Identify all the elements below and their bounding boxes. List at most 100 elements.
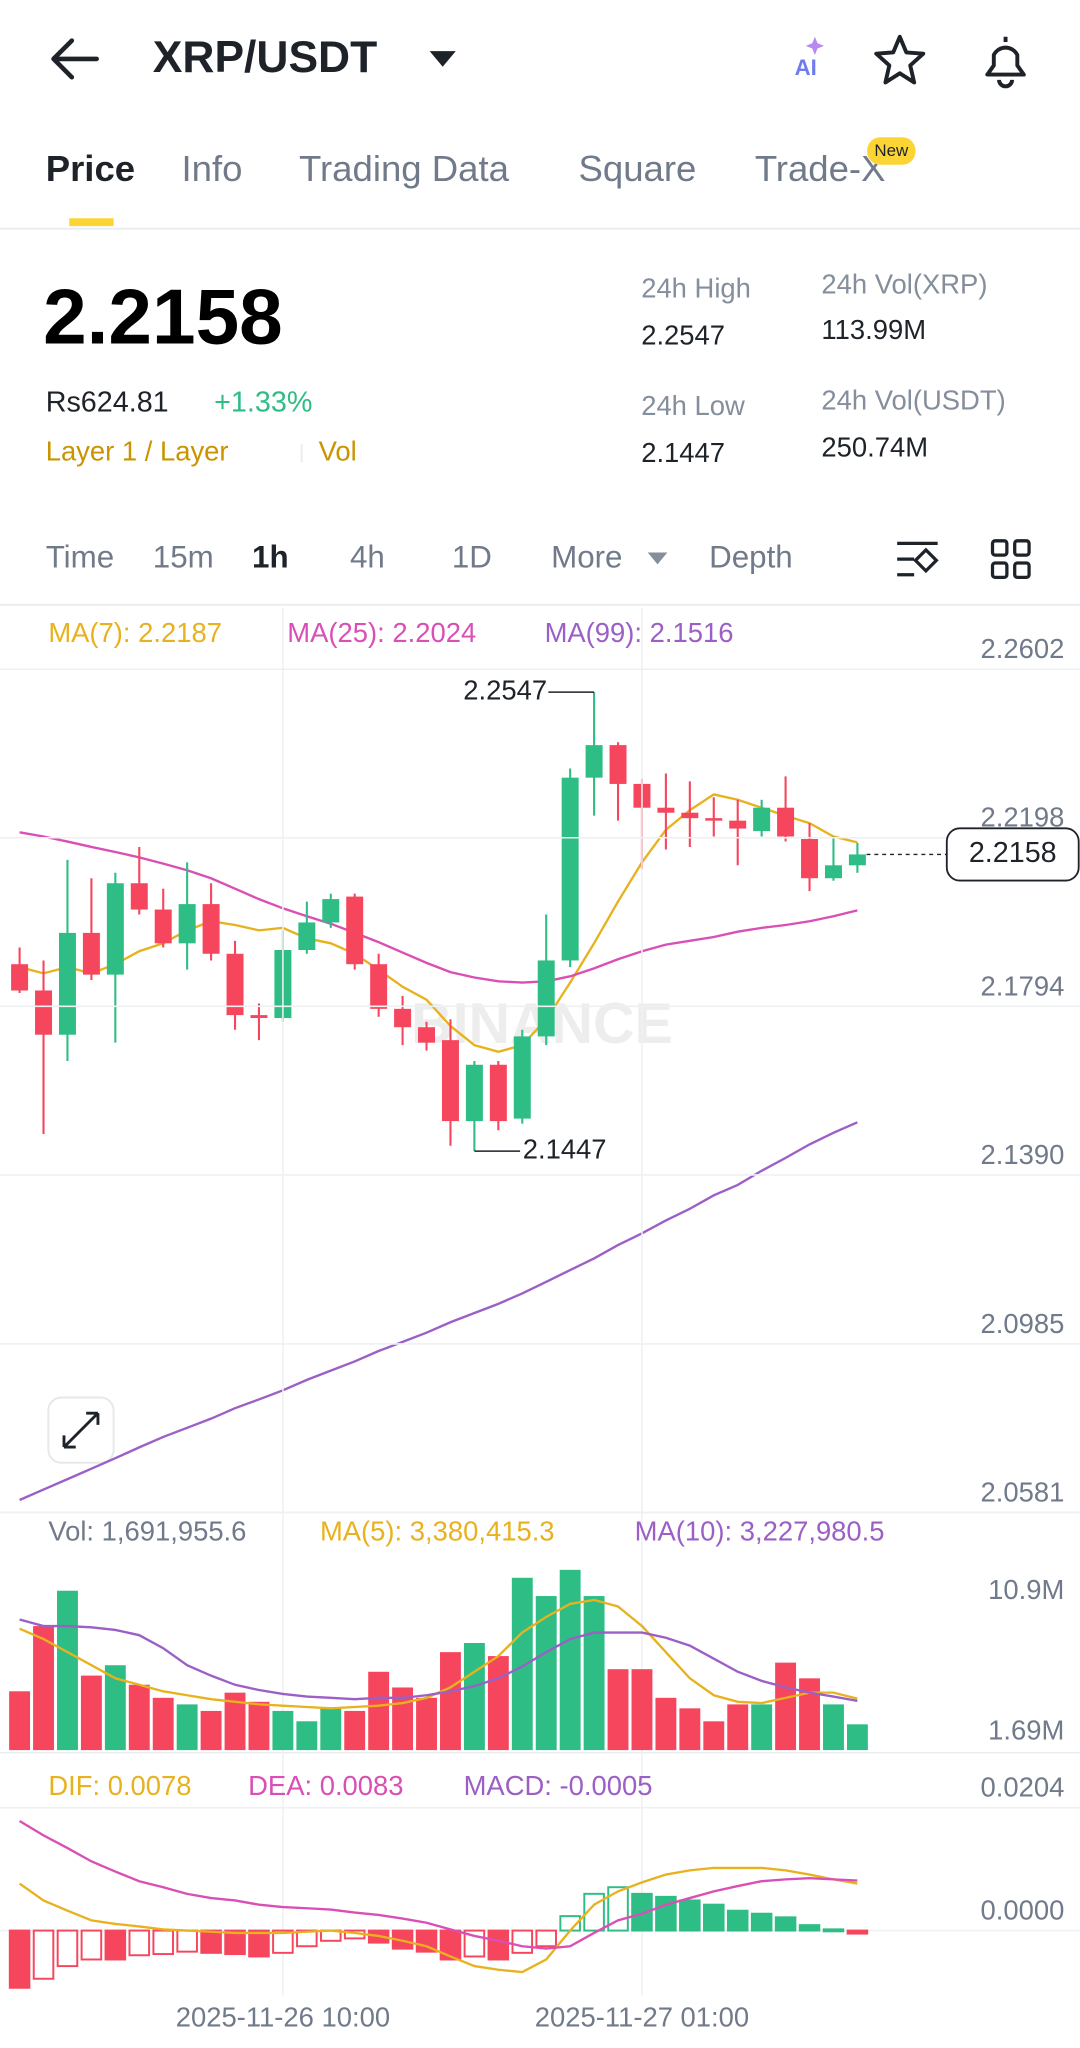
macd-bar — [511, 1929, 534, 1954]
macd-bar — [679, 1899, 701, 1932]
interval-time[interactable]: Time — [46, 539, 114, 574]
interval-15m[interactable]: 15m — [153, 539, 214, 574]
favorite-button[interactable] — [874, 34, 926, 85]
back-button[interactable] — [51, 38, 99, 80]
volume-bar — [775, 1662, 797, 1751]
candle-body — [130, 883, 148, 910]
y-tick-label: 0.0000 — [981, 1895, 1065, 1926]
candle-body — [106, 883, 124, 975]
y-tick-label: 1.69M — [988, 1714, 1064, 1745]
indicator-line — [19, 831, 858, 984]
volume-bar — [80, 1675, 102, 1751]
pair-title[interactable]: XRP/USDT — [153, 33, 377, 82]
last-price-value: 2.2158 — [969, 837, 1057, 869]
candle-body — [705, 818, 723, 821]
legend-entry: Vol: 1,691,955.6 — [48, 1516, 246, 1547]
tab-trading-data[interactable]: Trading Data — [299, 148, 510, 189]
candle-body — [609, 745, 627, 784]
layout-button[interactable] — [990, 539, 1031, 580]
macd-bar — [80, 1929, 103, 1961]
interval-1d[interactable]: 1D — [452, 539, 492, 574]
tab-square[interactable]: Square — [579, 148, 697, 189]
tag-layer[interactable]: Layer 1 / Layer — [46, 436, 229, 467]
volume-bar — [631, 1669, 653, 1751]
volume-bar — [607, 1669, 629, 1751]
low-label: 2.1447 — [523, 1133, 607, 1164]
stat-label: 24h High — [641, 272, 751, 303]
volume-bar — [679, 1708, 701, 1751]
interval-more[interactable]: More — [551, 539, 622, 574]
candle-body — [824, 865, 842, 879]
macd-bar — [8, 1929, 31, 1989]
volume-bar — [463, 1642, 485, 1751]
candle-body — [513, 1036, 531, 1119]
stat-value: 2.2547 — [641, 319, 725, 350]
alert-button[interactable] — [985, 36, 1026, 89]
indicator-line — [19, 1618, 858, 1703]
macd-bar — [535, 1929, 557, 1948]
volume-bar — [535, 1596, 557, 1751]
macd-bar — [176, 1929, 198, 1953]
volume-bar — [152, 1697, 174, 1751]
stat-value: 250.74M — [821, 432, 928, 463]
macd-bar — [152, 1929, 174, 1956]
tab-price[interactable]: Price — [46, 148, 135, 189]
y-tick-label: 0.0204 — [981, 1772, 1065, 1803]
candle-body — [465, 1064, 483, 1122]
stat-label: 24h Vol(XRP) — [821, 268, 987, 299]
indicator-settings[interactable] — [897, 541, 939, 577]
tab-info[interactable]: Info — [182, 148, 243, 189]
volume-bar — [104, 1665, 126, 1751]
macd-bar — [248, 1929, 270, 1958]
ai-sparkle — [805, 36, 825, 56]
candle-body — [58, 932, 76, 1035]
legend-entry: MACD: -0.0005 — [464, 1770, 653, 1801]
candle-body — [322, 899, 340, 923]
macd-bar — [774, 1916, 797, 1932]
candle-body — [489, 1064, 507, 1122]
candle-body — [777, 807, 795, 837]
candle-body — [11, 964, 29, 991]
volume-bar — [511, 1577, 533, 1751]
depth-tab[interactable]: Depth — [709, 539, 793, 574]
high-label: 2.2547 — [463, 674, 547, 705]
volume-bar — [416, 1697, 437, 1751]
price-change: +1.33% — [214, 386, 312, 418]
candle-body — [178, 904, 196, 944]
new-badge — [867, 137, 916, 165]
volume-bar — [224, 1692, 246, 1751]
stat-label: 24h Vol(USDT) — [821, 385, 1005, 416]
macd-bar — [726, 1909, 749, 1932]
last-price-tag — [945, 827, 1080, 882]
tag-vol[interactable]: Vol — [319, 436, 357, 467]
pair-dropdown[interactable] — [429, 51, 456, 67]
candle-body — [394, 1008, 412, 1028]
candle-body — [848, 854, 866, 866]
candle-body — [441, 1040, 459, 1122]
candle-body — [657, 807, 675, 813]
volume-bar — [559, 1569, 581, 1751]
macd-bar — [631, 1892, 653, 1932]
volume-bar — [200, 1710, 222, 1751]
volume-bar — [9, 1691, 31, 1751]
interval-1h[interactable]: 1h — [252, 539, 289, 574]
macd-bar — [487, 1929, 510, 1961]
ai-button[interactable]: AI — [795, 55, 817, 80]
volume-bar — [799, 1678, 820, 1751]
indicator-line — [18, 1819, 858, 1950]
interval-4h[interactable]: 4h — [350, 539, 385, 574]
tab-trade-x[interactable]: Trade-X — [755, 148, 886, 189]
volume-bar — [33, 1626, 54, 1751]
y-tick-label: 2.0581 — [981, 1476, 1065, 1507]
stat-label: 24h Low — [641, 390, 745, 421]
volume-bar — [727, 1704, 749, 1751]
new-badge-text: New — [874, 141, 909, 160]
candle-body — [801, 839, 819, 879]
x-tick-label: 2025-11-27 01:00 — [535, 2001, 749, 2032]
legend-entry: MA(10): 3,227,980.5 — [635, 1516, 885, 1547]
volume-bar — [751, 1704, 773, 1751]
volume-bar — [846, 1724, 868, 1751]
volume-bar — [823, 1704, 844, 1751]
macd-bar — [846, 1929, 869, 1935]
legend-entry: MA(25): 2.2024 — [287, 617, 476, 648]
